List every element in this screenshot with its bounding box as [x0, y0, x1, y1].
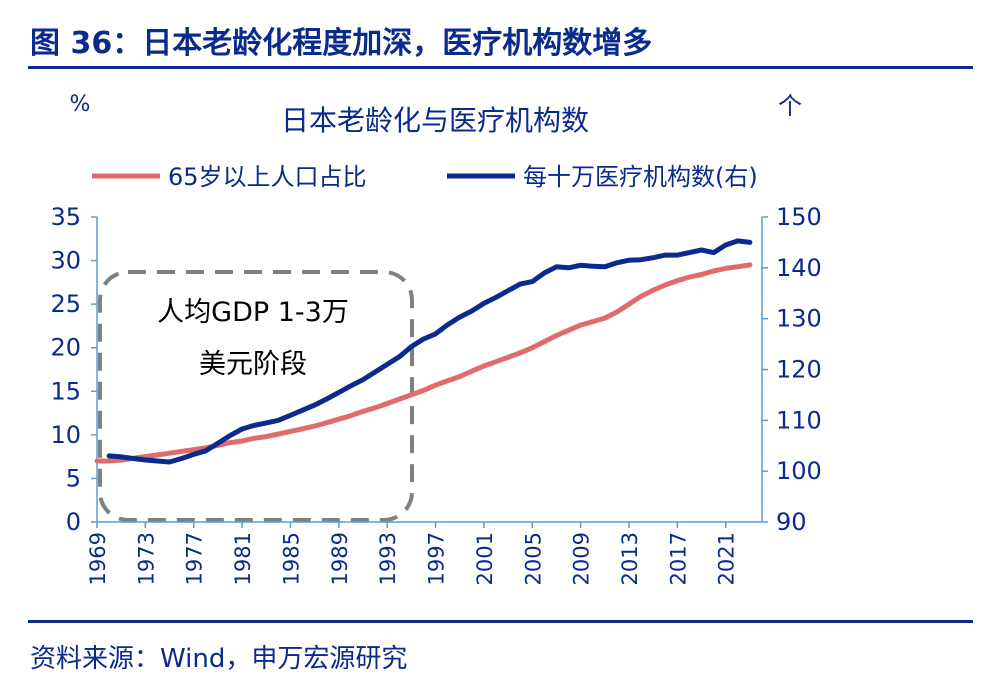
axes: 0 5 10 15 20 25 30 35 90 100 110 120 130 140 150 1969 19… — [50, 203, 821, 585]
chart: 日本老龄化与医疗机构数 % 个 65岁以上人口占比 每十万医疗机构数(右) 人均… — [50, 92, 821, 585]
x-tick-label: 2021 — [715, 532, 739, 585]
x-tick-label: 2013 — [618, 532, 642, 585]
source-note: 资料来源：Wind，申万宏源研究 — [30, 644, 408, 674]
top-rule — [28, 66, 973, 69]
elderly-ratio-series-line — [94, 262, 753, 464]
right-tick-label: 110 — [776, 406, 822, 434]
legend: 65岁以上人口占比 每十万医疗机构数(右) — [92, 163, 758, 191]
right-tick-label: 130 — [776, 305, 822, 333]
left-tick-label: 30 — [50, 247, 81, 275]
left-tick-label: 5 — [66, 464, 81, 492]
left-unit-label: % — [70, 92, 91, 117]
x-tick-label: 2001 — [473, 532, 497, 585]
left-tick-label: 25 — [50, 290, 81, 318]
x-tick-label: 1993 — [376, 532, 400, 585]
series-layer — [94, 238, 753, 465]
left-tick-label: 15 — [50, 377, 81, 405]
legend-label-institutions: 每十万医疗机构数(右) — [523, 163, 758, 191]
x-tick-label: 1973 — [134, 532, 158, 585]
x-tick-label: 2005 — [521, 532, 545, 585]
institutions-series-line — [106, 238, 753, 465]
left-tick-label: 20 — [50, 334, 81, 362]
left-tick-label: 10 — [50, 421, 81, 449]
annotation-line-2: 美元阶段 — [199, 349, 307, 380]
right-tick-label: 100 — [776, 457, 822, 485]
legend-label-ratio: 65岁以上人口占比 — [168, 163, 367, 191]
right-tick-label: 90 — [776, 508, 807, 536]
x-tick-label: 1985 — [279, 532, 303, 585]
x-tick-label: 1969 — [86, 532, 110, 585]
annotation-box: 人均GDP 1-3万 美元阶段 — [98, 270, 414, 522]
x-tick-label: 1997 — [425, 532, 449, 585]
x-tick-label: 1989 — [328, 532, 352, 585]
x-tick-label: 2009 — [570, 532, 594, 585]
x-tick-label: 1977 — [183, 532, 207, 585]
right-tick-label: 150 — [776, 203, 822, 231]
right-tick-label: 140 — [776, 254, 822, 282]
annotation-line-1: 人均GDP 1-3万 — [157, 297, 349, 328]
chart-title: 日本老龄化与医疗机构数 — [281, 104, 589, 137]
left-tick-label: 35 — [50, 203, 81, 231]
annotation-dashed-box — [98, 270, 414, 522]
left-tick-label: 0 — [66, 508, 81, 536]
right-tick-label: 120 — [776, 356, 822, 384]
x-tick-label: 1981 — [231, 532, 255, 585]
x-tick-label: 2017 — [666, 532, 690, 585]
figure-title: 图 36：日本老龄化程度加深，医疗机构数增多 — [30, 26, 653, 61]
right-unit-label: 个 — [778, 92, 802, 120]
bottom-rule — [28, 620, 973, 623]
